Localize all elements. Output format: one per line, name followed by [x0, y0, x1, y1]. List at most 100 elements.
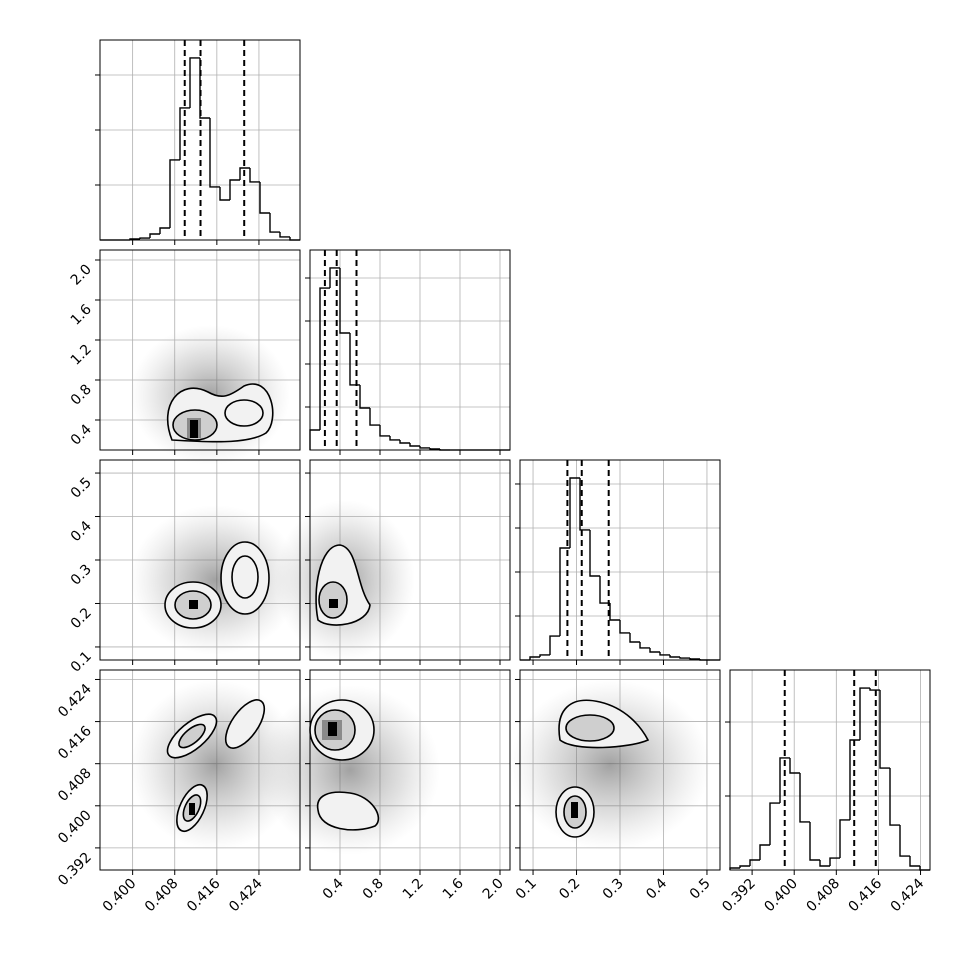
hist-bin: [689, 658, 700, 660]
hist-bin: [669, 654, 680, 658]
density-peak: [189, 600, 198, 609]
density-peak: [328, 722, 337, 736]
y-tick-label: 2.0: [68, 262, 95, 289]
hist-bin: [679, 657, 690, 659]
hist-bin: [199, 57, 210, 119]
hist-bin: [539, 654, 550, 658]
hist-bin: [779, 757, 790, 804]
y-tick-label: 0.5: [68, 475, 95, 502]
hist-bin: [759, 844, 770, 861]
x-tick-label: 0.4: [320, 875, 347, 902]
hist-bin: [609, 603, 620, 621]
y-tick-label: 0.4: [68, 518, 95, 545]
density-peak: [190, 420, 198, 438]
y-tick-label: 0.4: [68, 421, 95, 448]
x-tick-label: 0.3: [600, 876, 627, 903]
hist-bin: [139, 237, 150, 240]
hist-bin: [339, 267, 350, 334]
x-tick-label: 2.0: [480, 876, 507, 903]
y-tick-label: 0.2: [68, 605, 95, 632]
hist-bin: [389, 435, 400, 441]
x-tick-label: 0.424: [226, 875, 266, 915]
hist-bin: [739, 865, 750, 869]
hist-bin: [279, 232, 290, 238]
hist-bin: [589, 529, 600, 577]
hist-bin: [789, 757, 800, 774]
y-tick-label: 0.400: [55, 807, 95, 847]
hist-bin: [899, 825, 910, 857]
hist-bin: [919, 866, 930, 871]
hist-bin: [599, 575, 610, 604]
hist-bin: [239, 167, 250, 180]
axes-frame: [99, 459, 301, 661]
contour: [178, 723, 206, 749]
y-tick-label: 0.424: [55, 681, 95, 721]
hist-bin: [619, 620, 630, 634]
x-tick-label: 0.8: [360, 876, 387, 903]
x-tick-label: 0.4: [643, 875, 670, 902]
hist-bin: [379, 425, 390, 437]
hist-bin: [269, 212, 280, 233]
x-tick-label: 0.392: [719, 876, 759, 916]
hist-bin: [769, 802, 780, 845]
x-tick-label: 0.408: [803, 876, 843, 916]
x-tick-label: 0.408: [142, 876, 182, 916]
hist-bin: [819, 860, 830, 867]
axes-frame: [99, 249, 301, 451]
density-cloud: [130, 505, 300, 655]
axes-frame: [309, 459, 511, 661]
y-tick-label: 1.2: [68, 342, 95, 369]
hist-bin: [349, 332, 360, 386]
hist-bin: [329, 267, 340, 289]
hist-bin: [549, 635, 560, 655]
hist-bin: [639, 642, 650, 649]
hist-bin: [229, 179, 240, 201]
contour: [565, 714, 615, 742]
density-peak: [571, 802, 578, 818]
hist-bin: [849, 739, 860, 820]
axes-frame: [309, 249, 511, 451]
hist-bin: [859, 687, 870, 740]
y-tick-label: 0.1: [68, 648, 95, 675]
hist-bin: [659, 651, 670, 656]
hist-bin: [559, 547, 570, 637]
x-tick-label: 0.400: [761, 876, 801, 916]
x-tick-label: 0.400: [100, 876, 140, 916]
hist-bin: [219, 186, 230, 201]
hist-bin: [579, 477, 590, 531]
hist-bin: [209, 117, 220, 188]
hist-bin: [649, 647, 660, 653]
hist-bin: [149, 233, 160, 239]
x-tick-label: 0.2: [556, 876, 583, 903]
hist-bin: [249, 167, 260, 183]
hist-bin: [529, 656, 540, 660]
contour: [224, 699, 266, 749]
y-tick-label: 0.392: [55, 849, 95, 889]
hist-bin: [569, 477, 580, 549]
hist-bin: [749, 859, 760, 867]
hist-bin: [629, 632, 640, 643]
x-tick-label: 0.424: [888, 875, 928, 915]
y-tick-label: 1.6: [68, 301, 95, 328]
hist-bin: [839, 819, 850, 859]
hist-bin: [419, 446, 430, 449]
hist-bin: [179, 107, 190, 160]
x-tick-label: 0.5: [687, 876, 714, 903]
density-contours: [130, 325, 710, 855]
hist-bin: [799, 772, 810, 823]
density-peak: [189, 803, 195, 815]
hist-bin: [369, 407, 380, 426]
density-cloud: [260, 685, 440, 855]
hist-bin: [809, 821, 820, 861]
hist-bin: [159, 227, 170, 235]
x-tick-label: 1.2: [400, 876, 427, 903]
hist-bin: [189, 57, 200, 108]
y-tick-label: 0.416: [55, 723, 95, 763]
x-tick-label: 0.416: [846, 875, 886, 915]
hist-bin: [359, 384, 370, 409]
hist-bin: [409, 442, 420, 447]
density-peak: [329, 599, 338, 608]
